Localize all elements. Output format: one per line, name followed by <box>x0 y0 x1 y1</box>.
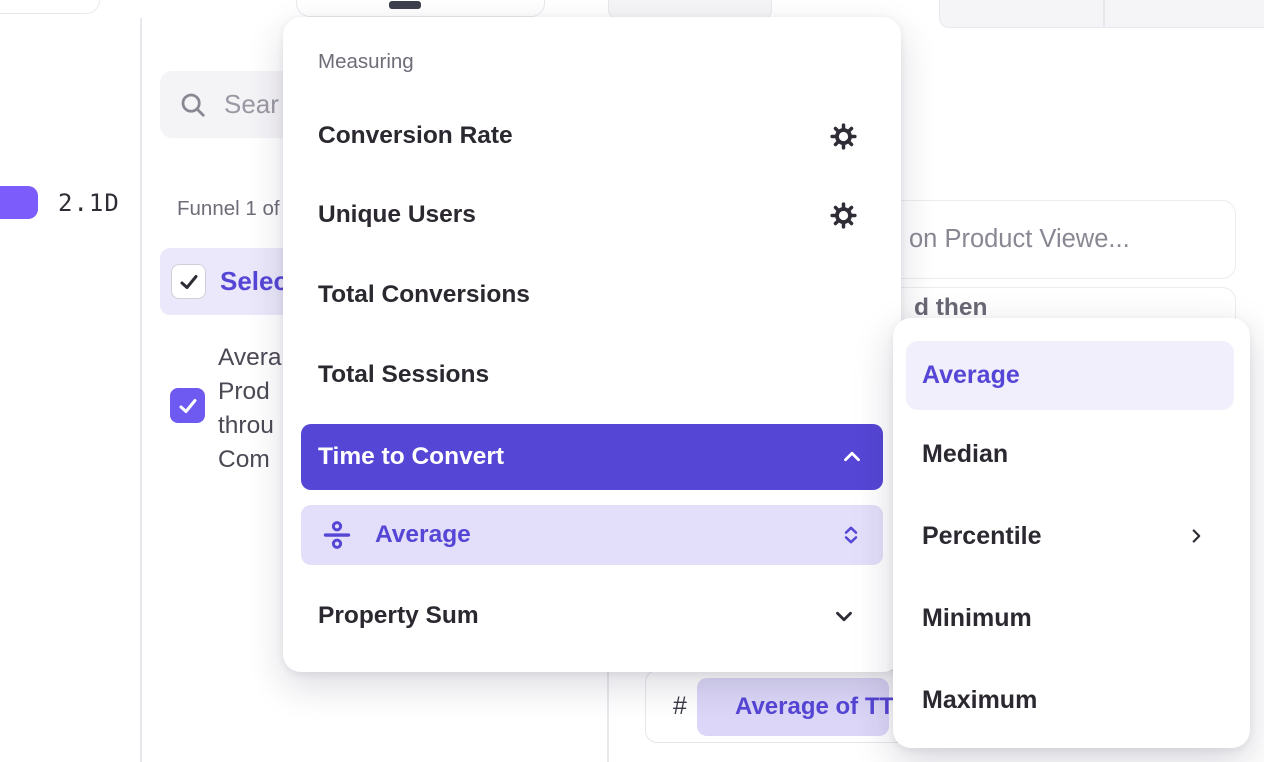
top-left-card-fragment <box>0 0 100 14</box>
menu-item-label: Unique Users <box>318 201 476 228</box>
chevron-down-icon <box>831 603 857 629</box>
toolbar-icon-fragment <box>389 1 421 9</box>
menu-item-total-sessions[interactable]: Total Sessions <box>318 351 857 399</box>
description-line: throu <box>218 412 274 439</box>
agg-item-percentile[interactable]: Percentile <box>922 512 1221 560</box>
menu-item-label: Total Conversions <box>318 281 530 308</box>
gear-icon[interactable] <box>830 122 857 150</box>
aggregation-menu: Average Median Percentile Minimum Maximu… <box>893 318 1250 748</box>
chevron-up-icon <box>839 444 865 470</box>
agg-item-label: Minimum <box>922 603 1032 632</box>
numeric-property-icon: # <box>673 692 687 720</box>
menu-item-label: Conversion Rate <box>318 122 513 149</box>
select-all-checkbox[interactable] <box>171 264 206 299</box>
measuring-menu-header: Measuring <box>318 50 414 73</box>
series-label: 2.1D <box>58 188 120 217</box>
menu-item-conversion-rate[interactable]: Conversion Rate <box>318 112 857 160</box>
and-then-label: d then <box>914 294 988 321</box>
funnel-step-event-label: on Product Viewe... <box>909 225 1130 253</box>
menu-item-total-conversions[interactable]: Total Conversions <box>318 271 857 319</box>
gear-icon[interactable] <box>830 201 857 229</box>
agg-item-label: Average <box>922 361 1020 389</box>
menu-item-label: Average <box>375 521 471 548</box>
menu-item-label: Property Sum <box>318 602 479 629</box>
description-line: Com <box>218 446 270 473</box>
series-legend-item[interactable]: 2.1D <box>0 186 120 219</box>
funnel-count-label: Funnel 1 of <box>177 197 280 220</box>
menu-item-label: Total Sessions <box>318 361 490 388</box>
unfold-more-icon <box>839 523 863 547</box>
top-right-button-group-fragment <box>939 0 1264 28</box>
menu-item-property-sum[interactable]: Property Sum <box>318 592 857 640</box>
button-group-divider <box>1103 0 1105 27</box>
agg-item-average[interactable]: Average <box>906 341 1234 410</box>
description-line: Avera <box>218 344 282 371</box>
agg-item-median[interactable]: Median <box>922 430 1221 478</box>
measuring-menu: Measuring Conversion Rate Unique Users <box>283 17 901 672</box>
menu-subitem-average[interactable]: Average <box>301 505 883 565</box>
agg-item-label: Percentile <box>922 521 1042 550</box>
checkmark-icon <box>180 274 197 289</box>
search-icon <box>178 90 208 120</box>
agg-item-maximum[interactable]: Maximum <box>922 676 1221 724</box>
checkmark-icon <box>179 398 196 413</box>
funnel-step-description: Avera Prod throu Com <box>218 341 282 477</box>
funnel-step-checkbox[interactable] <box>170 388 205 423</box>
top-toolbar-card-fragment <box>296 0 545 17</box>
agg-item-minimum[interactable]: Minimum <box>922 594 1221 642</box>
menu-item-label: Time to Convert <box>318 443 505 470</box>
left-panel-divider <box>140 18 142 762</box>
description-line: Prod <box>218 378 270 405</box>
series-color-swatch <box>0 186 38 219</box>
chevron-right-icon <box>1185 525 1207 547</box>
aggregation-selector-pill[interactable]: Average of TTC <box>697 678 934 736</box>
select-all-label: Selec <box>220 266 288 296</box>
agg-item-label: Median <box>922 439 1009 468</box>
agg-item-label: Maximum <box>922 685 1038 714</box>
menu-item-time-to-convert[interactable]: Time to Convert <box>301 424 883 490</box>
menu-item-unique-users[interactable]: Unique Users <box>318 191 857 239</box>
divide-icon <box>322 520 352 550</box>
aggregation-selector-value: Average of TTC <box>735 693 912 720</box>
